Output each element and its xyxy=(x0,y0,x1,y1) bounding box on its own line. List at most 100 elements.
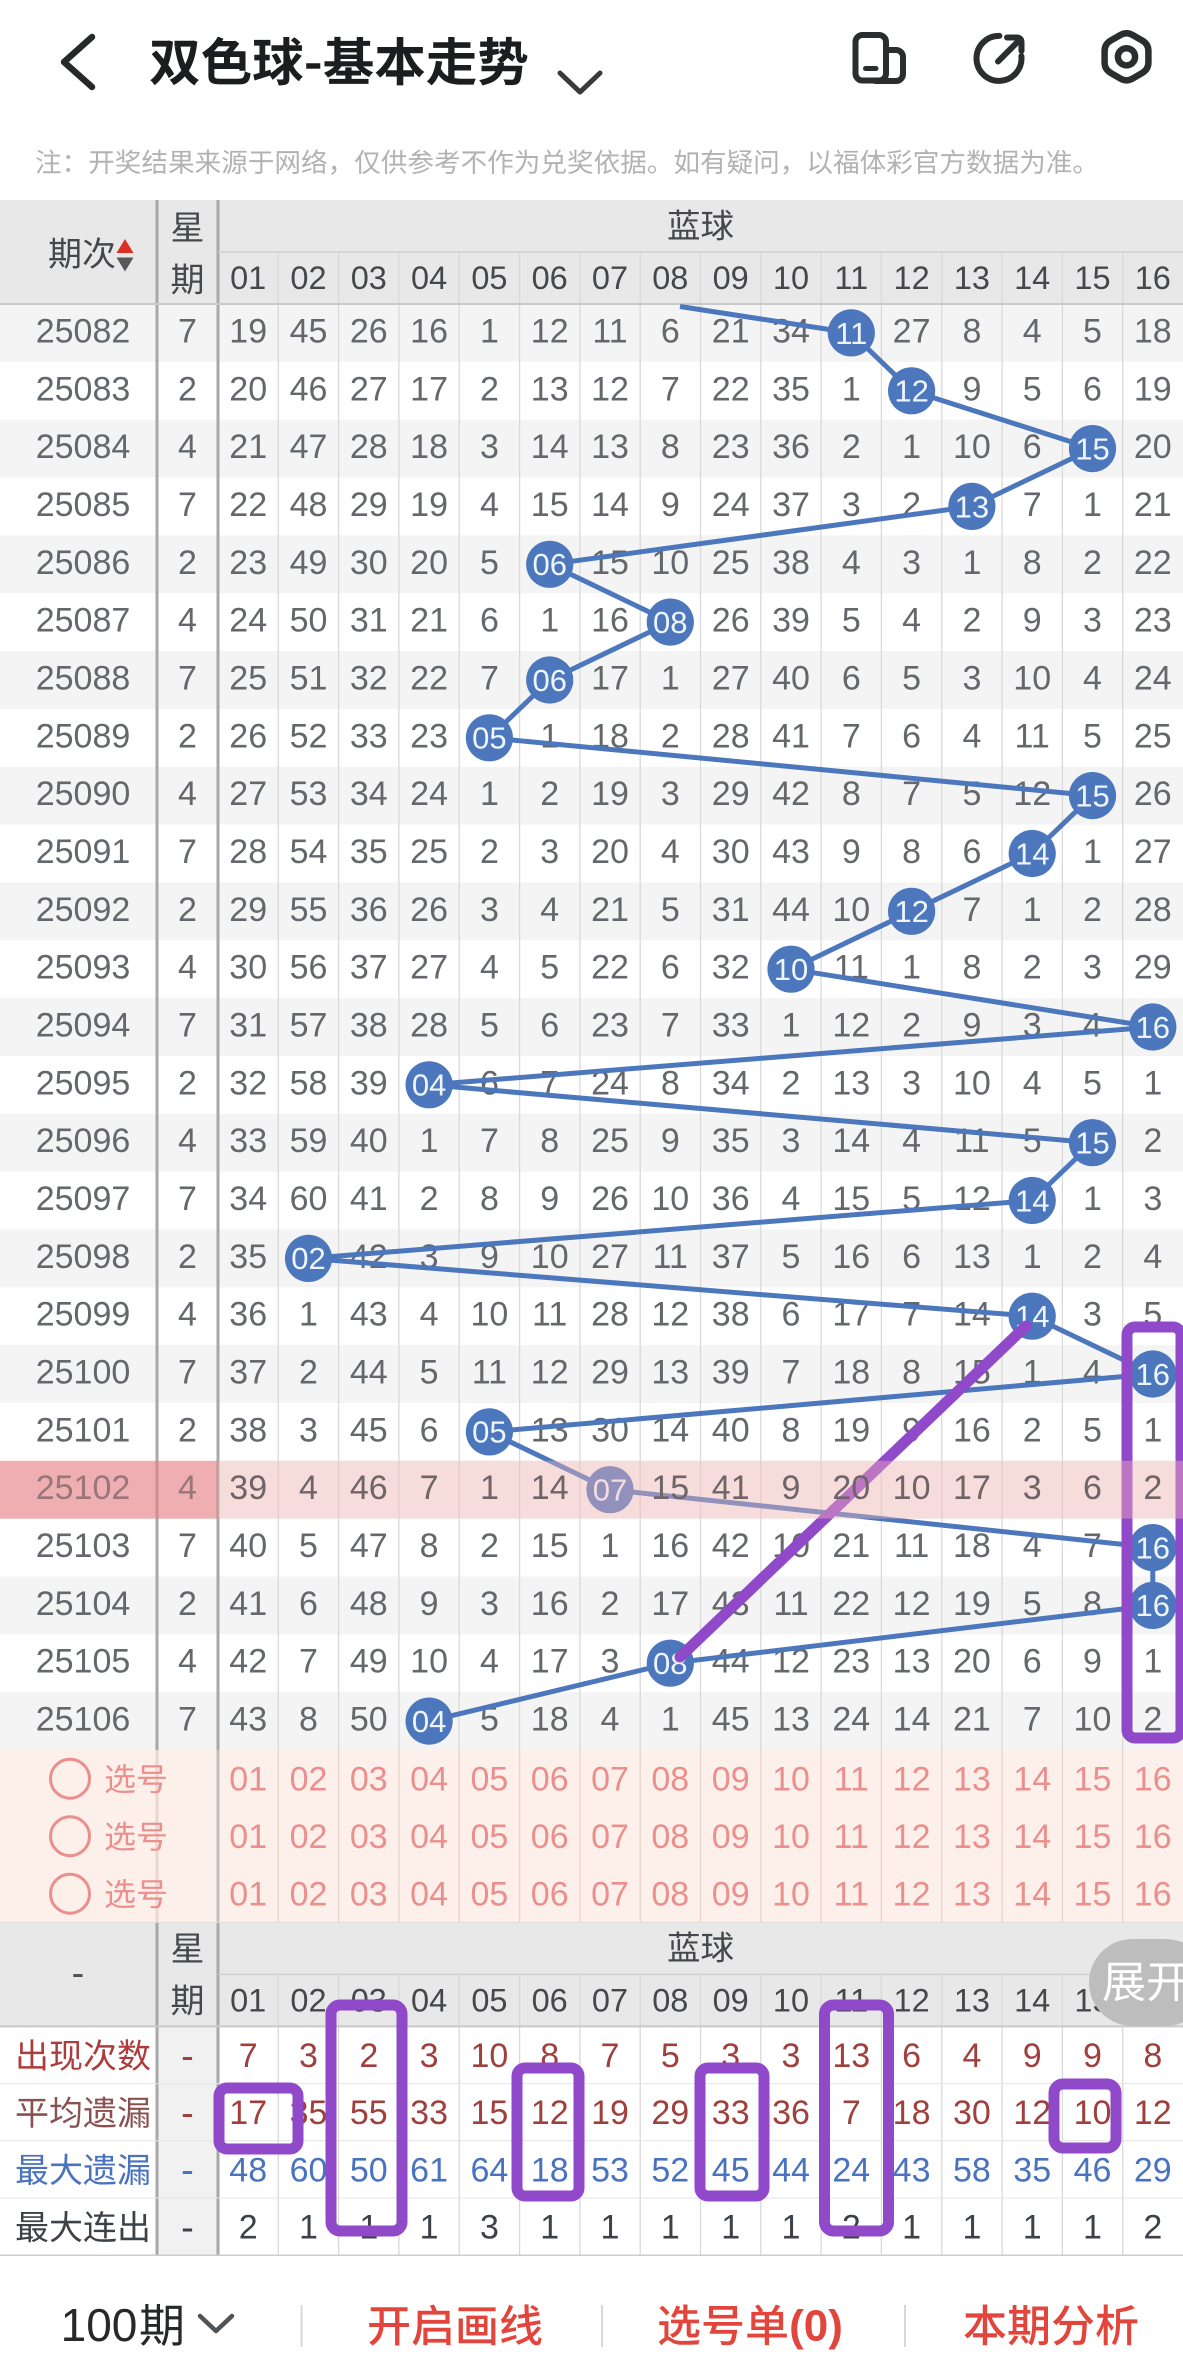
svg-text:2: 2 xyxy=(1023,1411,1042,1449)
svg-text:7: 7 xyxy=(178,1007,197,1045)
svg-text:1: 1 xyxy=(661,660,680,698)
svg-text:36: 36 xyxy=(772,428,810,466)
svg-text:4: 4 xyxy=(480,1643,499,1681)
svg-text:9: 9 xyxy=(1023,602,1042,640)
svg-text:4: 4 xyxy=(178,1296,197,1334)
svg-text:13: 13 xyxy=(954,1982,990,2018)
svg-text:25105: 25105 xyxy=(36,1643,131,1681)
svg-text:38: 38 xyxy=(350,1007,388,1045)
svg-text:34: 34 xyxy=(350,775,388,813)
svg-text:09: 09 xyxy=(712,1761,750,1799)
svg-text:01: 01 xyxy=(230,260,266,296)
svg-text:2: 2 xyxy=(1143,1122,1162,1160)
svg-text:6: 6 xyxy=(842,660,861,698)
svg-text:40: 40 xyxy=(229,1527,267,1565)
svg-text:5: 5 xyxy=(661,2037,680,2075)
svg-text:12: 12 xyxy=(591,370,629,408)
svg-text:8: 8 xyxy=(661,1064,680,1102)
svg-text:9: 9 xyxy=(842,833,861,871)
svg-text:3: 3 xyxy=(420,2037,439,2075)
svg-text:23: 23 xyxy=(229,544,267,582)
svg-text:51: 51 xyxy=(290,660,328,698)
svg-text:7: 7 xyxy=(782,1354,801,1392)
svg-text:12: 12 xyxy=(893,1818,931,1856)
svg-text:09: 09 xyxy=(712,1818,750,1856)
svg-text:26: 26 xyxy=(591,1180,629,1218)
svg-text:2: 2 xyxy=(178,1585,197,1623)
svg-text:2: 2 xyxy=(178,717,197,755)
svg-text:13: 13 xyxy=(531,1411,569,1449)
svg-text:1: 1 xyxy=(601,1527,620,1565)
svg-text:8: 8 xyxy=(420,1527,439,1565)
svg-text:20: 20 xyxy=(410,544,448,582)
svg-text:08: 08 xyxy=(652,1982,688,2018)
svg-text:13: 13 xyxy=(954,260,990,296)
svg-text:19: 19 xyxy=(591,2094,629,2132)
svg-text:2: 2 xyxy=(480,833,499,871)
svg-text:14: 14 xyxy=(893,1701,931,1739)
svg-text:27: 27 xyxy=(893,312,931,350)
svg-text:12: 12 xyxy=(894,260,930,296)
svg-text:1: 1 xyxy=(1143,1411,1162,1449)
svg-text:8: 8 xyxy=(299,1701,318,1739)
svg-text:2: 2 xyxy=(1143,1701,1162,1739)
svg-text:08: 08 xyxy=(653,605,687,640)
svg-text:3: 3 xyxy=(299,2037,318,2075)
svg-text:15: 15 xyxy=(1075,779,1109,814)
svg-text:61: 61 xyxy=(410,2151,448,2189)
svg-text:1: 1 xyxy=(782,2209,801,2247)
svg-text:16: 16 xyxy=(1136,1357,1170,1392)
svg-text:1: 1 xyxy=(420,2209,439,2247)
svg-text:1: 1 xyxy=(962,2209,981,2247)
svg-text:7: 7 xyxy=(601,2037,620,2075)
svg-text:24: 24 xyxy=(832,2151,870,2189)
svg-text:1: 1 xyxy=(601,2209,620,2247)
svg-text:09: 09 xyxy=(712,1876,750,1914)
svg-text:5: 5 xyxy=(661,891,680,929)
svg-text:23: 23 xyxy=(591,1007,629,1045)
svg-text:23: 23 xyxy=(410,717,448,755)
svg-text:2: 2 xyxy=(1143,2209,1162,2247)
svg-text:7: 7 xyxy=(480,660,499,698)
svg-text:39: 39 xyxy=(229,1469,267,1507)
svg-text:58: 58 xyxy=(953,2151,991,2189)
svg-text:4: 4 xyxy=(420,1296,439,1334)
svg-text:24: 24 xyxy=(712,486,750,524)
svg-text:27: 27 xyxy=(229,775,267,813)
svg-text:04: 04 xyxy=(412,1704,446,1739)
svg-text:02: 02 xyxy=(290,1876,328,1914)
svg-text:1: 1 xyxy=(1023,2209,1042,2247)
svg-text:48: 48 xyxy=(290,486,328,524)
svg-text:4: 4 xyxy=(962,2037,981,2075)
svg-text:2: 2 xyxy=(178,891,197,929)
svg-text:4: 4 xyxy=(902,1122,921,1160)
svg-text:64: 64 xyxy=(470,2151,508,2189)
svg-text:36: 36 xyxy=(229,1296,267,1334)
svg-text:34: 34 xyxy=(712,1064,750,1102)
svg-text:18: 18 xyxy=(531,2151,569,2189)
svg-text:01: 01 xyxy=(229,1876,267,1914)
svg-text:1: 1 xyxy=(1023,1238,1042,1276)
svg-text:2: 2 xyxy=(178,544,197,582)
svg-text:13: 13 xyxy=(832,1064,870,1102)
svg-text:25090: 25090 xyxy=(36,775,131,813)
svg-text:23: 23 xyxy=(712,428,750,466)
svg-text:1: 1 xyxy=(1143,1064,1162,1102)
svg-text:14: 14 xyxy=(1015,1183,1049,1218)
svg-text:6: 6 xyxy=(661,949,680,987)
svg-text:14: 14 xyxy=(591,486,629,524)
svg-text:20: 20 xyxy=(1134,428,1172,466)
svg-text:07: 07 xyxy=(592,260,628,296)
svg-text:2: 2 xyxy=(601,1585,620,1623)
svg-text:5: 5 xyxy=(1083,1064,1102,1102)
svg-text:25: 25 xyxy=(712,544,750,582)
svg-text:11: 11 xyxy=(835,316,867,351)
svg-text:12: 12 xyxy=(1013,775,1051,813)
svg-text:10: 10 xyxy=(893,1469,931,1507)
svg-text:43: 43 xyxy=(772,833,810,871)
svg-text:1: 1 xyxy=(902,428,921,466)
svg-text:45: 45 xyxy=(712,1701,750,1739)
svg-text:29: 29 xyxy=(712,775,750,813)
svg-text:04: 04 xyxy=(411,260,447,296)
svg-text:13: 13 xyxy=(531,370,569,408)
